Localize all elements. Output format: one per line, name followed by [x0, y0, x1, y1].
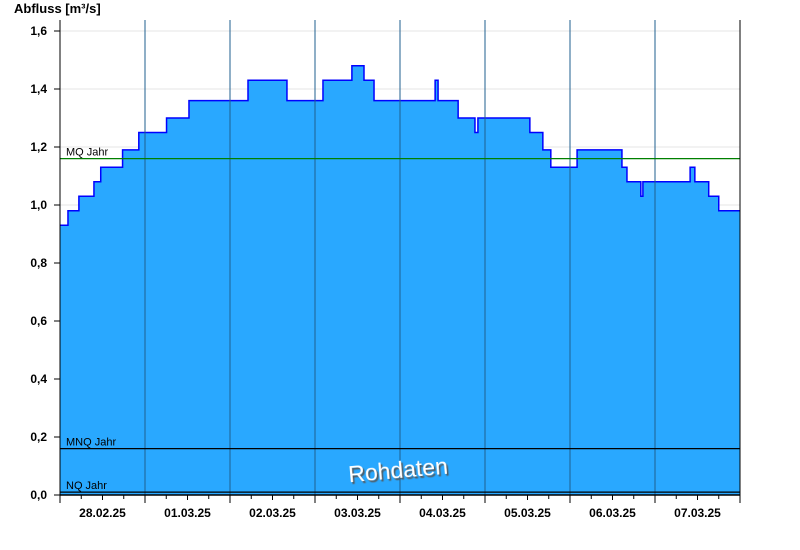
y-tick-label: 0,2	[30, 430, 47, 444]
y-tick-label: 1,4	[30, 82, 47, 96]
axes: 0,0 0,2 0,4 0,6 0,8 1,0 1,2 1,4 1,6 28.02.25 01.03…	[30, 20, 741, 520]
y-tick-label: 0,4	[30, 372, 47, 386]
y-tick-label: 1,2	[30, 140, 47, 154]
y-tick-label: 1,0	[30, 198, 47, 212]
x-tick-label: 05.03.25	[504, 506, 551, 520]
series-line	[60, 65, 740, 227]
x-tick-label: 01.03.25	[164, 506, 211, 520]
day-lines	[144, 20, 656, 495]
y-tick-label: 0,6	[30, 314, 47, 328]
x-tick-label: 02.03.25	[249, 506, 296, 520]
x-tick-label: 07.03.25	[674, 506, 721, 520]
y-axis-label: Abfluss [m³/s]	[14, 1, 101, 16]
x-tick-label: 04.03.25	[419, 506, 466, 520]
reference-lines: MQ Jahr MNQ Jahr NQ Jahr	[60, 147, 740, 493]
x-tick-label: 06.03.25	[589, 506, 636, 520]
reference-line-label: MQ Jahr	[66, 147, 109, 159]
y-tick-label: 0,0	[30, 488, 47, 502]
reference-line-label: NQ Jahr	[66, 480, 107, 492]
y-tick-label: 1,6	[30, 24, 47, 38]
reference-line-label: MNQ Jahr	[66, 437, 116, 449]
x-tick-label: 03.03.25	[334, 506, 381, 520]
x-tick-label: 28.02.25	[79, 506, 126, 520]
y-tick-label: 0,8	[30, 256, 47, 270]
